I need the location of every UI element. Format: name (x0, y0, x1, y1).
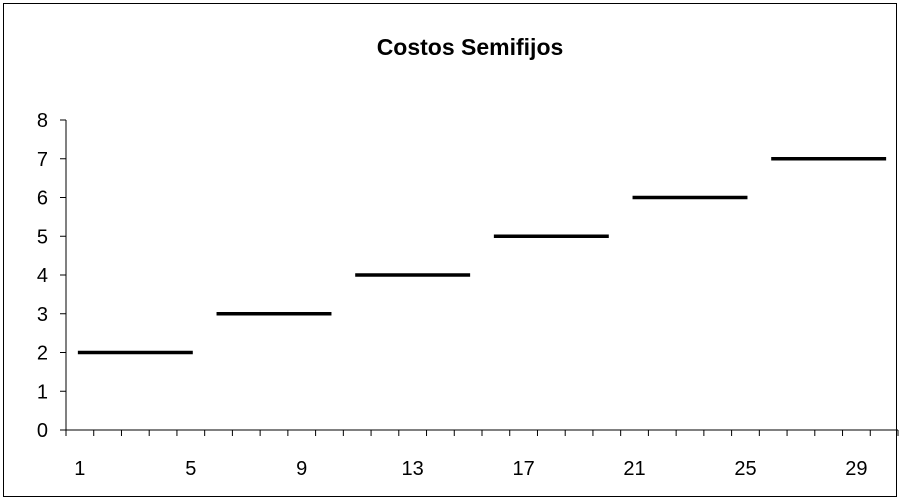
x-tick-label: 21 (623, 458, 645, 480)
x-axis-ticks: 1 5 9 13 17 21 25 29 (65, 430, 899, 480)
x-tick-label: 25 (734, 458, 756, 480)
x-tick-label: 9 (296, 458, 307, 480)
chart-frame (3, 3, 897, 497)
y-tick-label: 3 (37, 304, 48, 326)
y-tick-label: 6 (37, 188, 48, 210)
y-tick-label: 0 (37, 420, 48, 442)
chart-title: Costos Semifijos (377, 34, 564, 60)
y-tick-label: 7 (37, 149, 48, 171)
y-tick-label: 5 (37, 226, 48, 248)
series-steps (77, 157, 887, 355)
x-tick-label: 13 (402, 458, 424, 480)
axes (65, 120, 898, 431)
x-tick-label: 5 (185, 458, 196, 480)
x-tick-label: 29 (845, 458, 867, 480)
y-tick-label: 2 (37, 343, 48, 365)
x-tick-label: 1 (74, 458, 85, 480)
x-tick-label: 17 (512, 458, 534, 480)
y-tick-label: 8 (37, 110, 48, 132)
y-tick-label: 4 (37, 265, 48, 287)
y-tick-label: 1 (37, 381, 48, 403)
y-axis-ticks: 0 1 2 3 4 5 6 7 8 (37, 110, 66, 442)
